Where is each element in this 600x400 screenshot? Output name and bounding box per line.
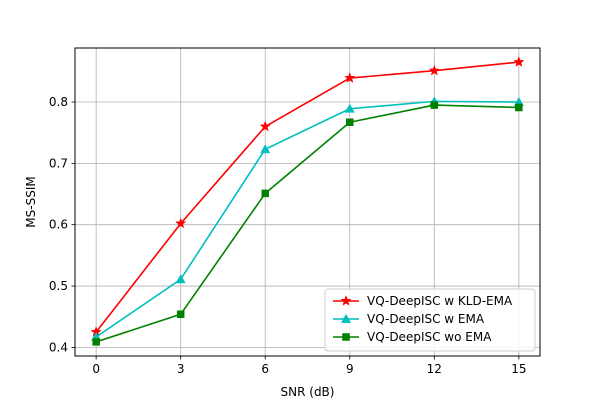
data-point [346,118,354,126]
data-point [513,56,525,67]
x-tick-label: 0 [92,362,100,376]
legend-marker [340,313,352,323]
data-point [515,103,523,112]
legend-label: VQ-DeepISC w EMA [367,312,485,326]
y-tick-label: 0.8 [49,95,68,109]
data-point [430,101,439,109]
legend-item: VQ-DeepISC w KLD-EMA [333,294,513,308]
y-tick-label: 0.5 [49,279,68,293]
legend-item: VQ-DeepISC w EMA [333,312,485,326]
series-line [95,104,519,343]
axes-frame [74,47,541,357]
y-tick-label: 0.4 [49,340,68,354]
series-1 [90,56,525,337]
y-tick-label: 0.6 [49,218,68,232]
legend-box [324,288,536,352]
x-tick-label: 12 [427,362,442,376]
y-tick-label: 0.7 [49,156,68,170]
data-point [344,103,355,113]
plot-series [90,56,525,346]
series-line [95,61,519,333]
x-tick-label: 6 [261,362,269,376]
series-line [95,100,519,338]
data-point [175,217,187,229]
data-point [344,72,356,83]
data-point [176,310,185,319]
legend: VQ-DeepISC w KLD-EMA VQ-DeepISC w EMA VQ-D… [324,288,536,352]
data-point [261,189,269,198]
x-tick-label: 15 [511,362,526,376]
legend-item: VQ-DeepISC wo EMA [333,330,492,344]
data-point [259,120,271,132]
x-tick-label: 3 [177,362,185,376]
series-3 [92,101,523,346]
x-tick-label: 9 [346,362,354,376]
legend-label: VQ-DeepISC wo EMA [367,330,492,344]
legend-marker [342,333,350,341]
y-axis-label: MS-SSIM [24,176,38,227]
legend-marker [340,295,352,306]
x-axis-label: SNR (dB) [281,385,335,399]
data-point [92,338,100,346]
legend-label: VQ-DeepISC w KLD-EMA [367,294,513,308]
axis-ticks: 0 3 6 9 12 15 0.4 0.5 0.6 0.7 0.8 [49,95,527,376]
data-point [175,274,186,284]
data-point [428,64,440,76]
data-point [260,144,271,154]
